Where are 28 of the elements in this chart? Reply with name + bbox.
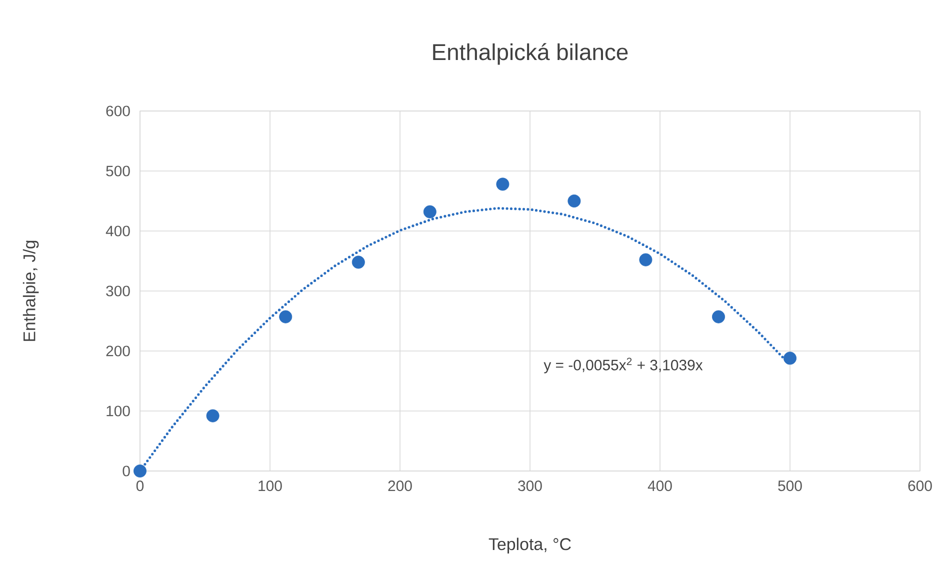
y-tick-label: 600 <box>106 106 130 116</box>
point <box>496 178 510 191</box>
x-tick-label: 500 <box>778 480 802 492</box>
point <box>784 352 797 365</box>
x-tick-label: 100 <box>258 480 282 492</box>
y-tick-label: 500 <box>106 166 130 176</box>
point <box>352 256 365 269</box>
y-tick-label: 100 <box>106 406 130 416</box>
y-tick-label: 300 <box>106 286 130 296</box>
y-tick-label: 0 <box>122 466 130 476</box>
x-tick-label: 200 <box>388 480 412 492</box>
point <box>134 464 146 478</box>
annotation: y = -0,0055x$^{2}$ + 3,1039x <box>544 358 703 374</box>
chart-title: Enthalpická bilance <box>433 43 628 65</box>
x-axis-title: Teplota, °C <box>488 538 571 554</box>
x-tick-label: 300 <box>518 480 542 492</box>
point <box>423 205 436 218</box>
x-tick-label: 600 <box>908 480 932 492</box>
point <box>639 253 652 266</box>
y-tick-label: 200 <box>106 346 130 356</box>
y-axis-title: Enthalpie, J/g <box>22 240 39 341</box>
y-tick-label: 400 <box>106 226 130 236</box>
x-tick-label: 400 <box>648 480 672 492</box>
point <box>712 310 726 324</box>
point <box>568 194 581 208</box>
x-tick-label: 0 <box>136 480 144 492</box>
point <box>279 310 292 324</box>
point <box>206 409 220 422</box>
